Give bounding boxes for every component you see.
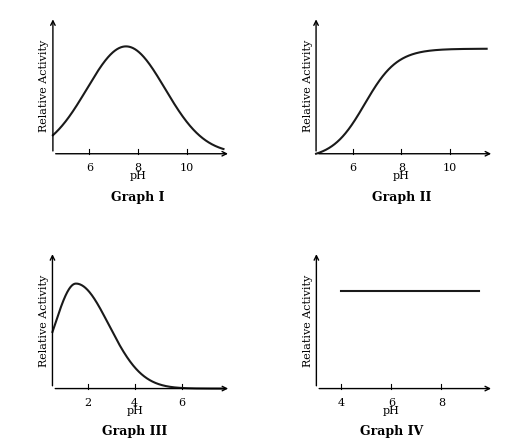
Text: 8: 8: [134, 163, 142, 173]
Text: 6: 6: [388, 397, 395, 407]
Text: pH: pH: [126, 405, 143, 415]
Text: Relative Activity: Relative Activity: [39, 40, 49, 132]
Text: Relative Activity: Relative Activity: [39, 274, 49, 366]
Text: 4: 4: [338, 397, 345, 407]
Text: 2: 2: [84, 397, 91, 407]
Text: 10: 10: [180, 163, 194, 173]
Text: 6: 6: [178, 397, 185, 407]
Text: Graph II: Graph II: [372, 190, 431, 203]
Text: 10: 10: [443, 163, 457, 173]
Text: Graph I: Graph I: [111, 190, 165, 203]
Text: 6: 6: [86, 163, 93, 173]
Text: Relative Activity: Relative Activity: [302, 40, 313, 132]
Text: 4: 4: [131, 397, 138, 407]
Text: pH: pH: [130, 171, 147, 181]
Text: Relative Activity: Relative Activity: [303, 274, 313, 366]
Text: pH: pH: [393, 171, 410, 181]
Text: 6: 6: [349, 163, 356, 173]
Text: Graph IV: Graph IV: [360, 424, 423, 438]
Text: 8: 8: [398, 163, 405, 173]
Text: Graph III: Graph III: [102, 424, 167, 438]
Text: 8: 8: [438, 397, 445, 407]
Text: pH: pH: [383, 405, 400, 415]
